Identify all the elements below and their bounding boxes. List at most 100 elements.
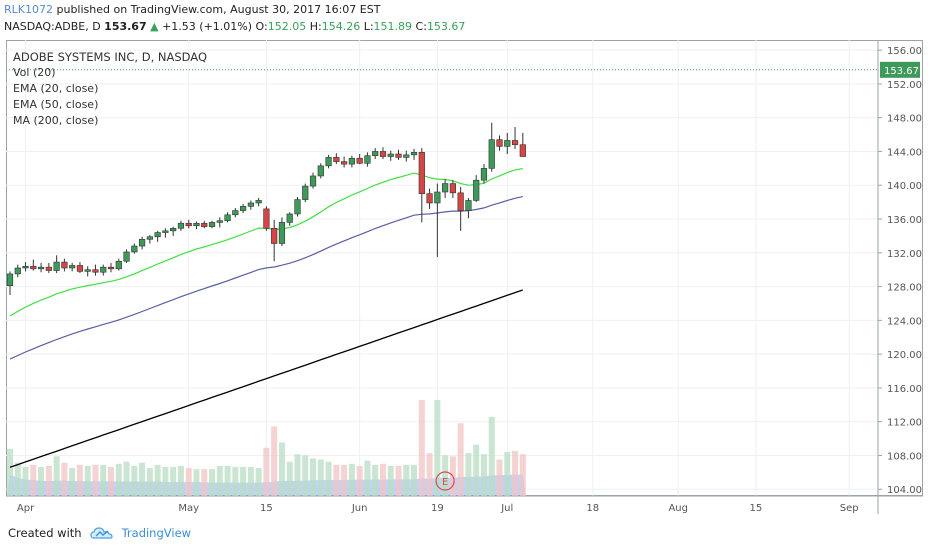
volume-bar: [263, 447, 270, 496]
candle-body: [302, 185, 309, 200]
candle-body: [37, 266, 45, 270]
candle-body: [208, 222, 216, 227]
candle-body: [309, 175, 317, 187]
candle-body: [240, 206, 247, 211]
ma200-line: [9, 289, 524, 468]
change-text: +1.53 (+1.01%): [162, 20, 253, 33]
low-value: 151.89: [373, 20, 413, 33]
volume-bar: [185, 468, 192, 496]
candle-body: [263, 208, 270, 229]
candle-body: [232, 210, 239, 216]
volume-bar: [255, 468, 262, 496]
candle-body: [504, 140, 511, 147]
volume-bar: [61, 462, 68, 496]
candle-body: [45, 266, 52, 271]
candle-body: [131, 245, 138, 253]
high-value: 154.26: [321, 20, 361, 33]
volume-bar: [457, 423, 464, 496]
candle-body: [379, 151, 387, 157]
earnings-marker-icon: [435, 471, 455, 491]
candle-body: [395, 153, 402, 158]
time-tick-label: Apr: [17, 503, 35, 514]
volume-bar: [333, 464, 340, 496]
legend-title: ADOBE SYSTEMS INC, D, NASDAQ: [13, 50, 208, 64]
time-tick-label: 15: [750, 503, 763, 514]
volume-bar: [7, 448, 13, 496]
candle-body: [271, 228, 278, 244]
low-label: L:: [363, 20, 374, 33]
candle-body: [100, 266, 107, 273]
candle-body: [146, 236, 153, 240]
candle-body: [61, 261, 68, 269]
volume-bar: [310, 458, 317, 496]
volume-bar: [411, 464, 418, 496]
candle-body: [387, 153, 394, 157]
candle-body: [115, 260, 122, 270]
volume-bar: [22, 466, 29, 496]
open-value: 152.05: [267, 20, 307, 33]
candle-body: [496, 139, 503, 147]
volume-bar: [418, 400, 425, 496]
candle-body: [138, 238, 146, 247]
candle-body: [434, 191, 441, 204]
legend-vol[interactable]: Vol (20): [13, 66, 56, 79]
candle-body: [193, 222, 200, 227]
candle-body: [170, 228, 177, 232]
volume-bar: [131, 465, 138, 496]
price-tick-label: 144.00: [887, 147, 922, 158]
volume-bar: [201, 469, 208, 496]
candle-body: [154, 232, 161, 238]
time-tick-label: 15: [260, 503, 273, 514]
time-tick-label: 18: [586, 503, 599, 514]
legend-ema20[interactable]: EMA (20, close): [13, 82, 99, 95]
candle-body: [185, 222, 192, 227]
volume-bar: [108, 466, 115, 496]
candle-body: [403, 154, 410, 158]
tradingview-cloud-icon: [89, 527, 113, 539]
price-tick-label: 128.00: [887, 283, 922, 294]
legend-ma200[interactable]: MA (200, close): [13, 114, 99, 127]
candle-body: [410, 152, 418, 156]
price-tick-label: 156.00: [887, 46, 922, 57]
volume-bar: [278, 442, 285, 496]
last-price-tag: [880, 61, 920, 78]
candle-body: [22, 266, 29, 269]
price-tick-label: 148.00: [887, 114, 922, 125]
candle-body: [14, 267, 21, 275]
price-tick-label: 132.00: [887, 249, 922, 260]
publish-header: RLK1072 published on TradingView.com, Au…: [4, 3, 380, 16]
symbol-line: NASDAQ:ADBE, D: [4, 20, 101, 33]
volume-bar: [162, 466, 169, 496]
candle-body: [449, 183, 456, 194]
volume-bar: [294, 454, 301, 496]
volume-bar: [348, 463, 355, 496]
last-price-label: 153.67: [884, 66, 919, 77]
open-label: O:: [255, 20, 268, 33]
volume-bar: [519, 454, 526, 496]
time-tick-label: Jul: [500, 503, 513, 514]
legend-ema50[interactable]: EMA (50, close): [13, 98, 99, 111]
candle-body: [364, 155, 371, 164]
candle-body: [76, 265, 84, 272]
candle-body: [6, 273, 14, 287]
price-tick-label: 140.00: [887, 181, 922, 192]
candle-body: [30, 266, 37, 270]
price-tick-label: 104.00: [887, 485, 922, 496]
volume-bar: [302, 455, 309, 496]
price-tick-label: 136.00: [887, 215, 922, 226]
candle-body: [162, 230, 169, 233]
volume-bar: [45, 465, 52, 496]
price-tick-label: 116.00: [887, 384, 922, 395]
publisher-username[interactable]: RLK1072: [4, 3, 53, 16]
candle-body: [372, 151, 379, 156]
volume-bar: [30, 464, 37, 496]
time-tick-label: May: [178, 503, 199, 514]
volume-bar: [177, 465, 184, 496]
published-text: published on TradingView.com, August 30,…: [56, 3, 381, 16]
tradingview-brand-link[interactable]: TradingView: [121, 526, 192, 540]
candle-body: [348, 157, 355, 165]
volume-bar: [115, 463, 122, 496]
volume-bar: [465, 453, 472, 496]
volume-bar: [395, 465, 402, 496]
